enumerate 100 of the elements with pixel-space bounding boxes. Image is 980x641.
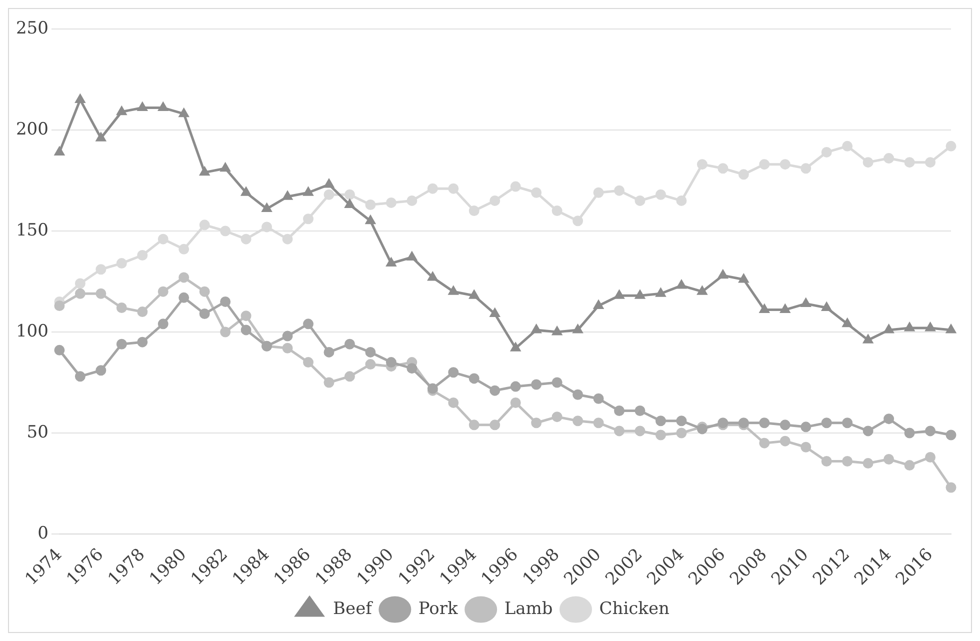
legend-label: Chicken: [599, 598, 670, 619]
point: [821, 456, 832, 467]
legend-label: Pork: [418, 598, 459, 619]
point: [738, 169, 749, 180]
point: [552, 377, 562, 388]
y-tick-label: 200: [16, 119, 48, 140]
point: [74, 288, 86, 299]
point: [904, 157, 915, 168]
point: [304, 187, 313, 196]
point: [406, 195, 418, 206]
point: [303, 214, 314, 224]
point: [96, 264, 106, 275]
point: [862, 157, 874, 168]
point: [158, 102, 168, 112]
point: [800, 422, 812, 432]
point: [676, 195, 687, 206]
point: [490, 195, 500, 206]
point: [282, 191, 292, 200]
point: [614, 406, 625, 416]
point: [303, 357, 314, 368]
point: [137, 336, 148, 348]
point: [386, 357, 396, 368]
legend-label: Lamb: [504, 598, 553, 619]
point: [552, 412, 562, 422]
point: [365, 359, 376, 370]
point: [862, 458, 874, 469]
point: [614, 185, 625, 196]
point: [178, 244, 190, 254]
point: [220, 163, 230, 172]
point: [282, 342, 293, 354]
point: [448, 286, 458, 295]
point: [635, 290, 645, 299]
point: [178, 292, 190, 303]
point: [904, 460, 915, 471]
point: [386, 258, 396, 267]
point: [490, 385, 500, 396]
point: [510, 397, 521, 408]
point: [531, 187, 542, 198]
point: [780, 159, 790, 170]
point: [884, 324, 894, 334]
point: [655, 416, 666, 426]
point: [74, 371, 86, 382]
point: [386, 197, 396, 208]
point: [469, 290, 479, 299]
point: [345, 199, 354, 208]
point: [593, 418, 604, 428]
point: [800, 442, 812, 452]
point: [614, 290, 624, 299]
point: [510, 181, 521, 192]
point: [324, 189, 334, 200]
point: [676, 280, 686, 289]
point: [74, 278, 86, 289]
point: [490, 308, 500, 318]
point: [116, 302, 127, 313]
point: [946, 482, 956, 493]
point: [324, 377, 334, 388]
point: [697, 286, 707, 295]
point: [593, 187, 604, 198]
point: [490, 420, 500, 430]
point: [137, 250, 148, 260]
y-tick-label: 50: [26, 422, 48, 442]
point: [240, 324, 252, 336]
point: [594, 300, 604, 309]
point: [656, 288, 666, 297]
point: [179, 108, 189, 118]
point: [344, 189, 355, 200]
point: [510, 342, 520, 352]
point: [220, 226, 231, 236]
point: [696, 159, 708, 170]
point: [54, 300, 65, 311]
point: [448, 367, 459, 378]
point: [407, 252, 417, 261]
point: [200, 167, 210, 176]
point: [406, 363, 418, 374]
point: [427, 183, 438, 194]
point: [925, 426, 936, 436]
point: [366, 216, 376, 224]
point: [532, 324, 542, 334]
point: [718, 270, 728, 279]
point: [365, 346, 376, 358]
point: [428, 272, 438, 281]
point: [759, 438, 770, 448]
point: [240, 310, 252, 322]
point: [344, 338, 355, 350]
point: [531, 379, 542, 390]
point: [344, 371, 355, 382]
point: [96, 132, 106, 142]
point: [759, 418, 770, 428]
point: [863, 334, 873, 344]
point: [904, 428, 915, 438]
point: [884, 454, 894, 464]
point: [241, 187, 251, 196]
point: [220, 326, 231, 338]
point: [801, 298, 811, 307]
point: [572, 389, 584, 400]
point: [199, 308, 210, 320]
point: [842, 318, 852, 328]
point: [75, 94, 85, 103]
point: [468, 420, 480, 430]
point: [552, 326, 562, 336]
